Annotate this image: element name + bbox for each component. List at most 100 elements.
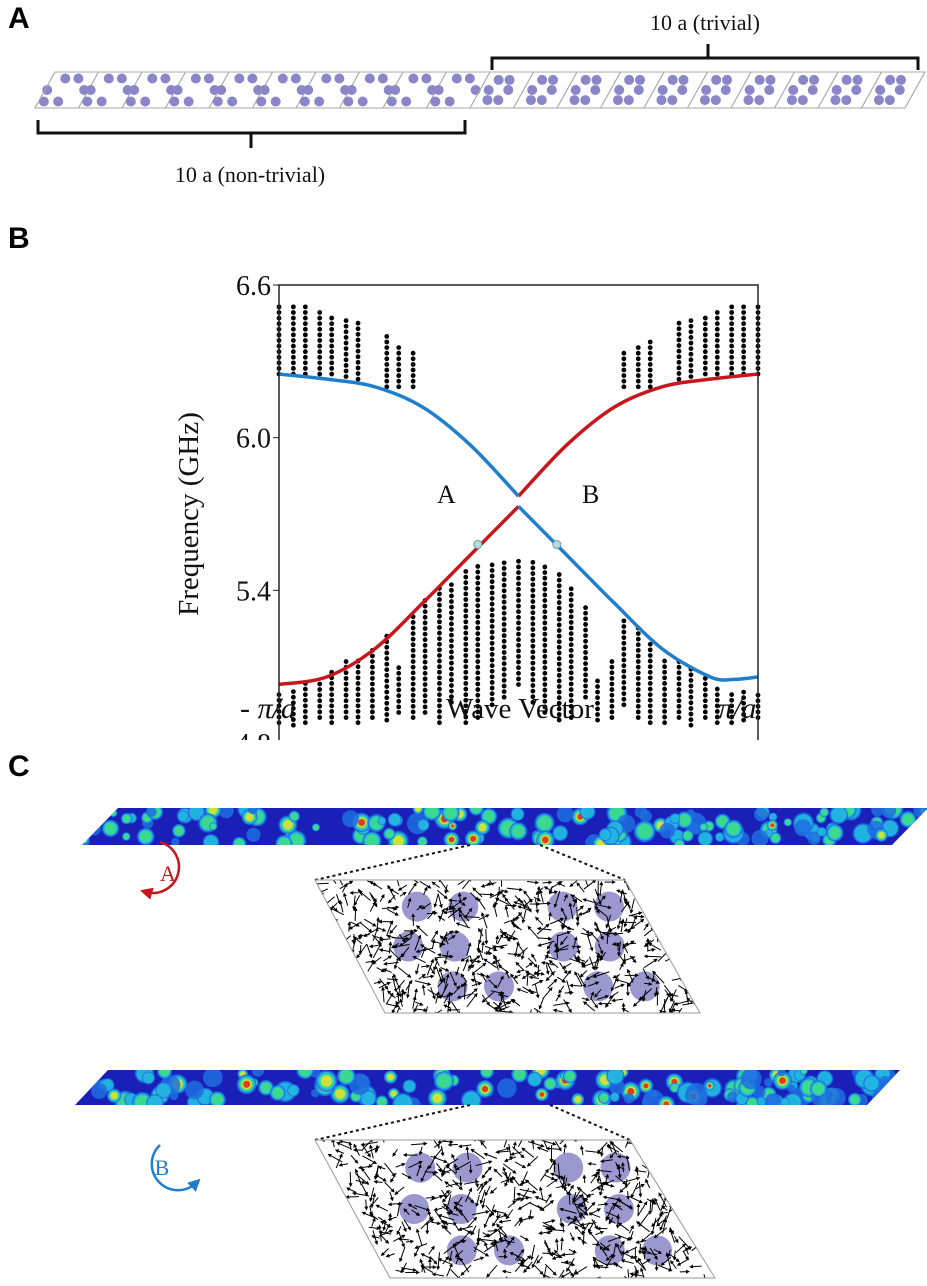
rod [633,85,644,95]
field-hotspot [365,834,379,845]
bulk-dot [501,605,507,611]
rod [103,73,114,84]
field-arrow [424,1170,439,1175]
field-hotspot [820,808,828,816]
bulk-dot [516,609,521,615]
rod [259,85,270,95]
bulk-dot [317,315,323,321]
bulk-dot [556,611,562,617]
bulk-dot [542,637,548,643]
bulk-dot [530,559,536,565]
field-hotspot [335,1088,346,1099]
bulk-dot [501,661,507,667]
bulk-dot [422,670,428,676]
bulk-dot [422,676,428,682]
bulk-dot [463,630,469,636]
bulk-dot [568,603,574,608]
bulk-dot [384,378,390,384]
bulk-dot [530,666,536,672]
bulk-dot [647,720,653,726]
bulk-dot [422,614,428,620]
rod [884,95,895,106]
bulk-dot [676,692,682,698]
bulk-dot [449,604,454,610]
field-arrow [659,1210,668,1215]
bulk-dot [489,652,495,657]
field-arrow [592,1242,601,1247]
field-hotspot [82,808,96,824]
bulk-dot [422,654,428,659]
bulk-dot [635,653,641,659]
bulk-dot [568,597,574,603]
bulk-dot [343,670,349,676]
bulk-dot [595,706,600,712]
bulk-dot [290,349,296,355]
bulk-dot [647,709,653,714]
bulk-dot [449,643,454,649]
bulk-dot [621,691,627,697]
field-hotspot [388,813,401,826]
rod [482,95,493,106]
bulk-dot [384,384,390,390]
bulk-dot [501,633,507,639]
bulk-dot [449,632,454,638]
rod [701,85,712,95]
bulk-dot [556,656,562,661]
bulk-dot [343,363,349,368]
bulk-dot [714,709,720,714]
bulk-dot [329,714,335,720]
field-hotspot [272,1087,284,1099]
bulk-dot [621,702,627,708]
bulk-dot [676,687,682,692]
bulk-dot [463,653,469,658]
bulk-dot [647,647,653,653]
bulk-dot [530,699,536,705]
rod [125,96,136,107]
bulk-dot [290,689,296,695]
rod [546,85,557,95]
bulk-dot [343,709,349,715]
bulk-dot [595,689,600,695]
rod [743,95,754,106]
bulk-dot [475,625,481,631]
bulk-dot [475,575,481,581]
bulk-dot [702,687,708,692]
bulk-dot [609,692,615,698]
bulk-dot [329,315,335,321]
bulk-dot [489,646,495,652]
field-hotspot [247,808,258,815]
bulk-dot [635,675,641,681]
bulk-dot [463,703,469,709]
bulk-dot [516,654,521,659]
panel-label-a: A [8,2,30,35]
bulk-dot [355,669,361,675]
bulk-dot [422,710,428,715]
field-hotspot [394,1094,413,1105]
bulk-dot [302,326,308,332]
field-hotspot [110,810,117,816]
bulk-dot [343,340,349,346]
nontrivial-bracket [36,120,467,148]
rod [667,74,678,85]
rod [875,85,886,95]
field-hotspot [79,1070,100,1088]
bulk-dot [302,332,308,338]
field-hotspot [746,1098,758,1105]
field-hotspot [685,1082,708,1105]
field-hotspot [425,808,439,818]
bulk-dot [370,675,375,681]
bulk-dot [355,331,361,337]
bulk-dot [302,703,308,709]
bulk-dot [542,687,548,693]
rod [623,95,634,106]
bulk-dot [621,624,627,629]
field-arrow [476,942,481,953]
bulk-dot [290,694,296,700]
field-hotspot [282,819,293,830]
bulk-dot [530,565,536,571]
bulk-dot [384,706,390,712]
panel-label-b: B [8,222,30,255]
rod [536,95,547,106]
bulk-dot [662,669,667,675]
bulk-dot [688,689,694,695]
